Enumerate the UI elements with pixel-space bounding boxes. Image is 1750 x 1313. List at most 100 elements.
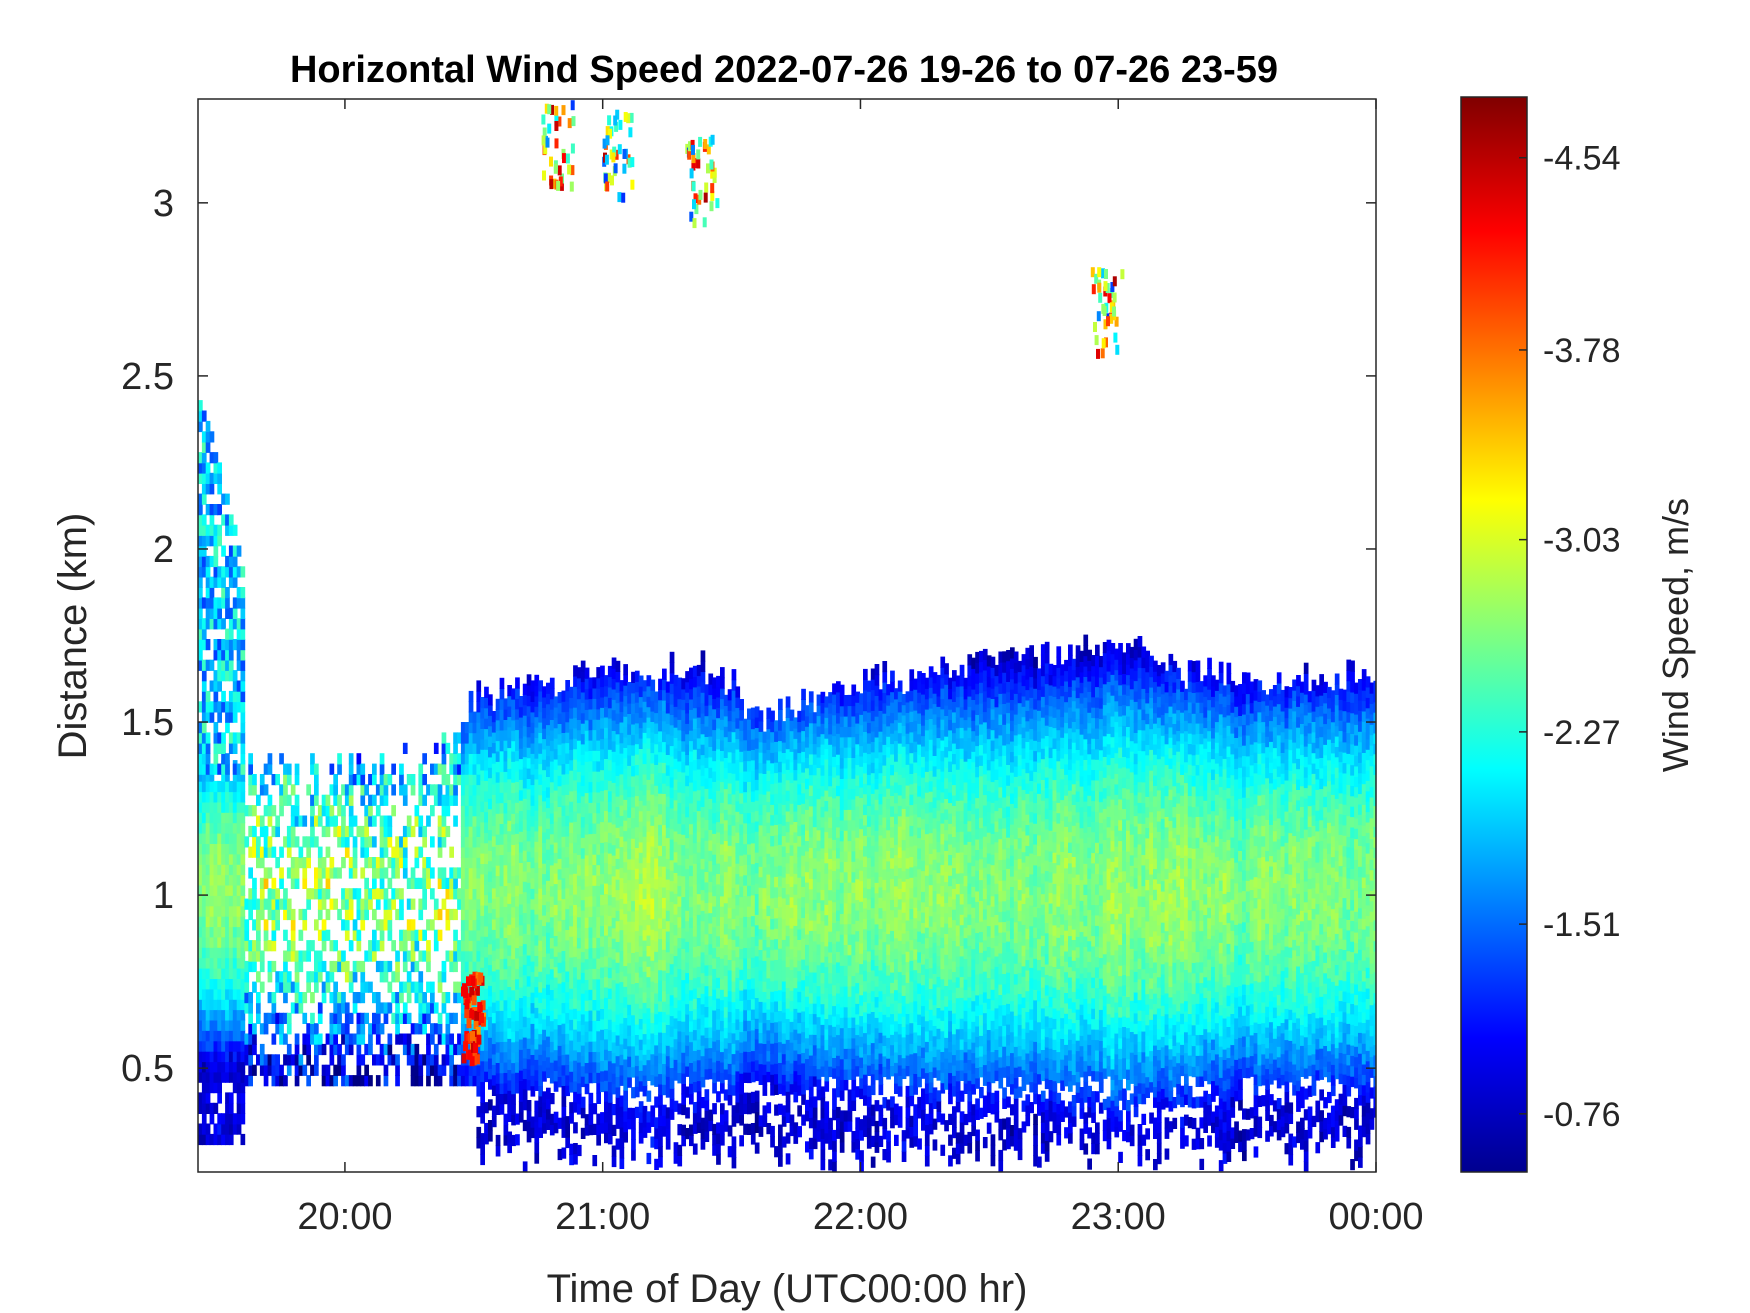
heatmap-cell [198,1019,203,1031]
heatmap-cell [321,857,327,869]
heatmap-cell [507,1069,512,1081]
heatmap-cell [283,888,288,900]
heatmap-cell [410,940,416,952]
heatmap-cell [638,1018,644,1030]
heatmap-cell [700,1128,706,1140]
heatmap-cell [588,802,594,814]
heatmap-cell [727,855,733,867]
heatmap-cell [576,906,582,918]
heatmap-cell [248,908,253,921]
heatmap-cell [704,964,710,976]
heatmap-cell [596,812,601,824]
heatmap-cell [561,1043,567,1055]
heatmap-cell [546,1087,551,1099]
heatmap-cell [658,1104,663,1116]
heatmap-cell [395,960,400,973]
heatmap-cell [209,957,215,969]
heatmap-cell [573,904,578,916]
heatmap-cell [518,758,524,770]
heatmap-cell [692,665,698,677]
heatmap-cell [689,875,694,887]
heatmap-cell [557,816,563,828]
heatmap-cell [611,844,617,856]
heatmap-cell [623,1089,628,1101]
heatmap-cell [232,1061,238,1073]
heatmap-cell [538,950,543,962]
heatmap-cell [290,867,296,879]
heatmap-cell [410,929,416,941]
heatmap-cell [607,832,613,844]
heatmap-cell [735,686,741,698]
heatmap-cell [646,1121,652,1133]
heatmap-cell [522,1047,528,1059]
heatmap-cell [221,1113,226,1125]
heatmap-cell [692,821,698,833]
heatmap-cell [665,1013,671,1025]
heatmap-cell [449,950,454,962]
heatmap-cell [604,1121,609,1133]
heatmap-cell [546,890,551,902]
heatmap-cell [557,899,563,911]
heatmap-cell [468,784,474,796]
heatmap-cell [201,791,207,803]
heatmap-cell [727,959,733,971]
heatmap-cell [592,905,598,917]
heatmap-cell [600,977,605,989]
heatmap-cell [665,691,671,704]
heatmap-cell [503,812,509,824]
heatmap-cell [495,864,501,877]
heatmap-cell [569,915,574,927]
heatmap-cell [557,733,563,745]
heatmap-cell [538,794,543,806]
heatmap-cell [658,927,663,940]
heatmap-cell [279,1012,284,1024]
heatmap-cell [240,853,246,865]
heatmap-cell [495,999,501,1012]
heatmap-cell [700,743,706,756]
heatmap-cell [619,908,625,920]
heatmap-cell [565,846,570,858]
heatmap-cell [665,723,671,735]
heatmap-cell [669,963,675,975]
heatmap-cell [588,833,594,845]
heatmap-cell [430,919,435,931]
heatmap-cell [310,940,315,952]
heatmap-cell [685,899,690,911]
heatmap-cell [495,1145,501,1157]
heatmap-cell [522,694,528,706]
heatmap-cell [286,774,292,786]
heatmap-cell [720,729,725,741]
heatmap-cell [457,888,462,900]
heatmap-cell [275,1012,280,1024]
heatmap-cell [580,1065,586,1077]
heatmap-cell [638,1101,644,1113]
heatmap-cell [198,1133,203,1146]
heatmap-cell [464,732,470,744]
heatmap-cell [569,967,574,979]
heatmap-cell [673,976,679,988]
heatmap-cell [418,992,424,1004]
heatmap-cell [708,798,714,810]
heatmap-cell [484,707,489,719]
heatmap-cell [433,742,439,754]
heatmap-cell [569,956,574,968]
heatmap-cell [592,687,598,699]
heatmap-cell [236,947,242,959]
heatmap-cell [329,960,335,973]
heatmap-cell [488,891,493,903]
heatmap-cell [607,946,613,958]
heatmap-cell [557,972,563,984]
heatmap-cell [604,903,609,915]
heatmap-cell [480,1133,485,1145]
heatmap-cell [476,732,482,744]
heatmap-cell [573,810,578,822]
heatmap-cell [317,950,323,962]
heatmap-cell [712,677,717,689]
heatmap-cell [476,898,482,910]
heatmap-cell [321,992,327,1004]
heatmap-cell [542,707,547,719]
heatmap-cell [549,937,555,949]
heatmap-cell [573,686,578,698]
heatmap-cell [623,778,628,790]
heatmap-cell [468,805,474,817]
